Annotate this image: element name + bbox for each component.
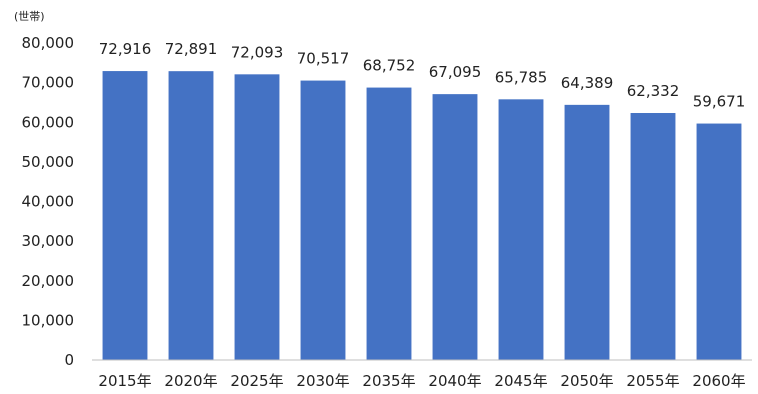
x-tick-label: 2060年	[692, 372, 745, 390]
x-tick-label: 2045年	[494, 372, 547, 390]
bars	[102, 71, 742, 361]
x-tick-label: 2055年	[626, 372, 679, 390]
y-axis-unit-label: (世帯)	[14, 10, 45, 23]
data-label: 72,891	[165, 40, 218, 58]
data-label: 62,332	[627, 82, 680, 100]
bar	[498, 99, 544, 360]
bar	[102, 71, 148, 361]
y-tick-label: 20,000	[22, 272, 75, 290]
y-axis-ticks: 0 10,000 20,000 30,000 40,000 50,000 60,000 70,…	[22, 34, 75, 369]
y-tick-label: 60,000	[22, 113, 75, 131]
x-tick-label: 2020年	[164, 372, 217, 390]
data-label: 72,916	[99, 40, 152, 58]
y-tick-label: 0	[64, 351, 74, 369]
data-labels: 72,916 72,891 72,093 70,517 68,752 67,095 65,7…	[99, 40, 746, 110]
y-tick-label: 50,000	[22, 153, 75, 171]
bar	[234, 74, 280, 361]
x-tick-label: 2040年	[428, 372, 481, 390]
bar	[564, 104, 610, 361]
bar	[168, 71, 214, 361]
bar	[696, 123, 742, 360]
x-tick-label: 2035年	[362, 372, 415, 390]
data-label: 72,093	[231, 43, 284, 61]
bar	[300, 80, 346, 360]
x-tick-label: 2025年	[230, 372, 283, 390]
bar	[630, 113, 676, 360]
data-label: 64,389	[561, 74, 614, 92]
x-tick-label: 2050年	[560, 372, 613, 390]
x-axis-ticks: 2015年 2020年 2025年 2030年 2035年 2040年 2045年 2050年…	[98, 372, 745, 390]
y-tick-label: 40,000	[22, 193, 75, 211]
data-label: 65,785	[495, 68, 548, 86]
data-label: 67,095	[429, 63, 482, 81]
x-tick-label: 2015年	[98, 372, 151, 390]
data-label: 68,752	[363, 57, 416, 75]
data-label: 70,517	[297, 50, 350, 68]
y-tick-label: 10,000	[22, 311, 75, 329]
x-tick-label: 2030年	[296, 372, 349, 390]
bar	[366, 87, 412, 361]
bar	[432, 94, 478, 361]
y-tick-label: 80,000	[22, 34, 75, 52]
y-tick-label: 70,000	[22, 74, 75, 92]
y-tick-label: 30,000	[22, 232, 75, 250]
data-label: 59,671	[693, 93, 746, 111]
